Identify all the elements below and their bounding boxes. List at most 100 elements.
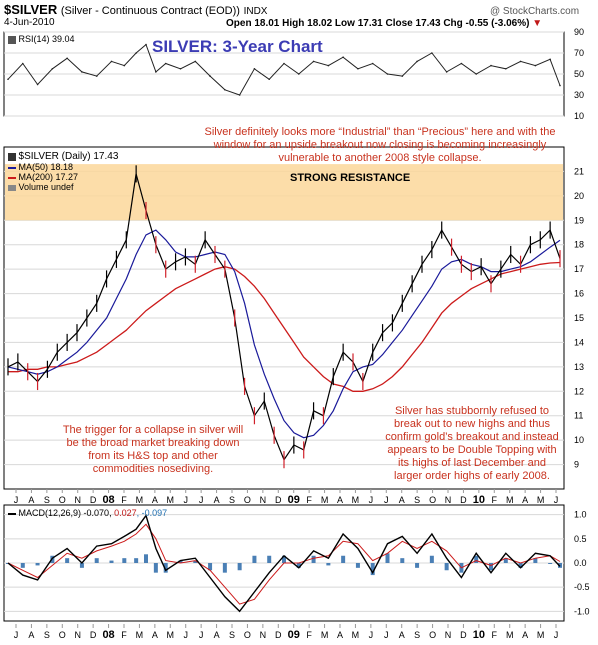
- rsi-point: [559, 84, 561, 87]
- rsi-point: [145, 43, 147, 46]
- macd-xtick-label: M: [136, 630, 144, 640]
- price-ytick-label: 16: [574, 289, 584, 299]
- macd-histogram-bar: [429, 555, 434, 563]
- chart-date: 4-Jun-2010: [4, 17, 55, 28]
- rsi-point: [371, 62, 374, 65]
- macd-histogram-bar: [296, 563, 301, 568]
- macd-histogram-bar: [193, 560, 198, 563]
- annotation-top: Silver definitely looks more “Industrial…: [204, 126, 556, 164]
- resistance-label: STRONG RESISTANCE: [290, 172, 411, 184]
- volume-legend-label: Volume undef: [18, 182, 74, 192]
- rsi-point: [66, 57, 68, 60]
- price-xtick-label: J: [369, 495, 374, 505]
- macd-histogram-bar: [237, 563, 242, 571]
- macd-histogram-bar: [144, 554, 148, 563]
- rsi-point: [123, 64, 126, 67]
- macd-histogram-bar: [208, 563, 213, 571]
- macd-xtick-label: N: [260, 630, 267, 640]
- macd-histogram-bar: [444, 563, 449, 571]
- price-xtick-label: 09: [288, 494, 300, 506]
- rsi-point: [342, 56, 344, 58]
- price-xtick-label: O: [59, 495, 66, 505]
- rsi-point: [253, 67, 256, 70]
- macd-signal-line: [7, 523, 561, 605]
- rsi-point: [312, 60, 315, 63]
- macd-legend-swatch: [8, 512, 16, 515]
- price-xtick-label: 08: [102, 494, 114, 506]
- price-xtick-label: A: [399, 495, 405, 505]
- price-legend-swatch: [8, 152, 16, 161]
- macd-xtick-label: N: [74, 630, 81, 640]
- rsi-point: [135, 52, 137, 54]
- price-xtick-label: M: [136, 495, 144, 505]
- watermark: @ StockCharts.com: [490, 6, 580, 17]
- macd-histogram-bar: [326, 563, 331, 566]
- price-ytick-label: 13: [574, 362, 584, 372]
- macd-xtick-label: A: [522, 630, 528, 640]
- rsi-point: [164, 62, 167, 65]
- macd-histogram-bar: [548, 563, 553, 564]
- macd-xtick-label: J: [183, 630, 188, 640]
- macd-histogram-bar: [35, 563, 40, 566]
- price-xtick-label: F: [492, 495, 498, 505]
- rsi-point: [534, 64, 537, 67]
- macd-xtick-label: D: [275, 630, 282, 640]
- rsi-line: [7, 43, 561, 96]
- macd-xtick-label: M: [321, 630, 329, 640]
- chart-title: SILVER: 3-Year Chart: [152, 37, 323, 56]
- rsi-point: [549, 58, 551, 61]
- price-xtick-label: M: [352, 495, 360, 505]
- macd-xtick-label: O: [429, 630, 436, 640]
- price-xtick-label: D: [460, 495, 467, 505]
- price-xtick-label: J: [384, 495, 389, 505]
- macd-ytick-label: 0.0: [574, 558, 587, 568]
- price-ytick-label: 17: [574, 264, 584, 274]
- ticker-description: (Silver - Continuous Contract (EOD)): [60, 5, 240, 17]
- macd-hist-value: , -0.097: [136, 508, 168, 518]
- price-ytick-label: 14: [574, 337, 584, 347]
- macd-xtick-label: A: [399, 630, 405, 640]
- rsi-ytick-label: 90: [574, 27, 584, 37]
- rsi-point: [283, 62, 285, 65]
- macd-xtick-label: 09: [288, 629, 300, 641]
- price-legend: $SILVER (Daily) 17.43 MA(50) 18.18 MA(20…: [8, 151, 118, 192]
- macd-xtick-label: A: [214, 630, 220, 640]
- price-xtick-label: J: [554, 495, 559, 505]
- rsi-point: [401, 75, 404, 77]
- rsi-point: [386, 73, 389, 75]
- rsi-point: [179, 67, 182, 70]
- price-xtick-label: M: [506, 495, 514, 505]
- macd-xtick-label: A: [152, 630, 158, 640]
- price-ytick-label: 15: [574, 313, 584, 323]
- price-xtick-label: M: [321, 495, 329, 505]
- macd-histogram-bar: [65, 558, 70, 563]
- rsi-point: [460, 62, 463, 65]
- down-arrow-icon: ▼: [532, 18, 543, 29]
- annotation-left: The trigger for a collapse in silver wil…: [62, 424, 244, 475]
- macd-xtick-label: 08: [102, 629, 114, 641]
- chart-ticker: $SILVER (Silver - Continuous Contract (E…: [4, 2, 267, 17]
- macd-ytick-label: 0.5: [574, 534, 587, 544]
- ticker-symbol: $SILVER: [4, 2, 58, 17]
- rsi-point: [416, 60, 418, 63]
- ma200-legend-label: MA(200) 17.27: [18, 172, 79, 182]
- rsi-point: [357, 67, 359, 70]
- resistance-band: [5, 164, 563, 221]
- ohlc-readout: Open 18.01 High 18.02 Low 17.31 Close 17…: [226, 18, 542, 29]
- price-xtick-label: J: [183, 495, 188, 505]
- macd-xtick-label: A: [28, 630, 34, 640]
- ma50-legend-label: MA(50) 18.18: [18, 162, 74, 172]
- macd-xtick-label: 10: [473, 629, 485, 641]
- rsi-point: [81, 71, 83, 73]
- rsi-point: [268, 78, 271, 81]
- macd-histogram-bar: [415, 563, 420, 568]
- ma50-legend-swatch: [8, 166, 16, 169]
- price-xtick-label: A: [522, 495, 528, 505]
- macd-histogram-bar: [94, 558, 99, 563]
- macd-xtick-label: J: [384, 630, 389, 640]
- price-xtick-label: A: [28, 495, 34, 505]
- rsi-point: [238, 94, 241, 96]
- rsi-point: [224, 88, 226, 91]
- macd-xtick-label: S: [229, 630, 235, 640]
